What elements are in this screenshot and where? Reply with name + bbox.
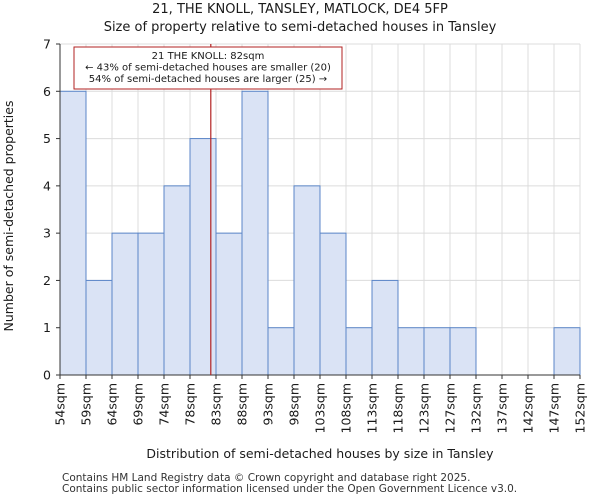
x-tick-label: 88sqm [235,383,250,426]
bar-93sqm [267,327,295,376]
bar-98sqm [293,185,321,376]
x-tick-label: 69sqm [131,383,146,426]
bar-83sqm [215,232,243,376]
bar-78sqm [189,138,217,376]
annotation-box: 21 THE KNOLL: 82sqm← 43% of semi-detache… [73,46,343,90]
y-axis-label: Number of semi-detached properties [1,101,16,332]
x-tick-label: 142sqm [521,383,536,433]
x-tick-label: 123sqm [417,383,432,433]
bar-88sqm [241,90,269,376]
x-tick-label: 127sqm [443,383,458,433]
y-tick-label: 2 [43,273,51,288]
bar-127sqm [449,327,477,376]
y-ticks: 0 1 2 3 4 5 6 7 [43,37,60,383]
y-tick-label: 3 [43,226,51,241]
bar-64sqm [111,232,139,376]
bar-54sqm [59,90,87,376]
bar-108sqm [345,327,373,376]
annotation-smaller: ← 43% of semi-detached houses are smalle… [85,63,331,74]
annotation-title: 21 THE KNOLL: 82sqm [152,51,265,62]
x-tick-label: 98sqm [287,383,302,426]
chart-title: 21, THE KNOLL, TANSLEY, MATLOCK, DE4 5FP [152,2,448,17]
y-tick-label: 7 [43,37,51,52]
annotation-frame [73,46,343,90]
chart-subtitle: Size of property relative to semi-detach… [103,20,497,35]
bar-113sqm [371,279,399,376]
bar-123sqm [423,327,451,376]
x-tick-label: 59sqm [79,383,94,426]
annotation-larger: 54% of semi-detached houses are larger (… [89,74,327,85]
x-tick-label: 78sqm [183,383,198,426]
x-tick-label: 103sqm [313,383,328,433]
x-tick-label: 137sqm [495,383,510,433]
x-tick-label: 147sqm [547,383,562,433]
y-tick-label: 0 [43,368,51,383]
x-tick-label: 118sqm [391,383,406,433]
x-tick-label: 93sqm [261,383,276,426]
bar-147sqm [553,327,581,376]
y-tick-label: 5 [43,131,51,146]
x-tick-label: 152sqm [573,383,588,433]
bars-group [59,90,581,376]
y-tick-label: 6 [43,84,51,99]
bar-59sqm [85,279,113,376]
x-axis-label: Distribution of semi-detached houses by … [146,446,494,461]
bar-69sqm [137,232,165,376]
bar-103sqm [319,232,347,376]
x-tick-label: 54sqm [53,383,68,426]
x-tick-label: 113sqm [365,383,380,433]
x-tick-label: 74sqm [157,383,172,426]
y-tick-label: 4 [43,178,51,193]
x-tick-label: 108sqm [339,383,354,433]
x-tick-label: 132sqm [469,383,484,433]
bar-118sqm [397,327,425,376]
footer-licence: Contains public sector information licen… [62,483,518,495]
x-ticks: 54sqm 59sqm 64sqm 69sqm 74sqm 78sqm 83sqm 88sqm… [53,375,588,433]
y-tick-label: 1 [43,320,51,335]
footer-copyright: Contains HM Land Registry data © Crown c… [62,472,471,484]
bar-74sqm [163,185,191,376]
x-tick-label: 64sqm [105,383,120,426]
x-tick-label: 83sqm [209,383,224,426]
